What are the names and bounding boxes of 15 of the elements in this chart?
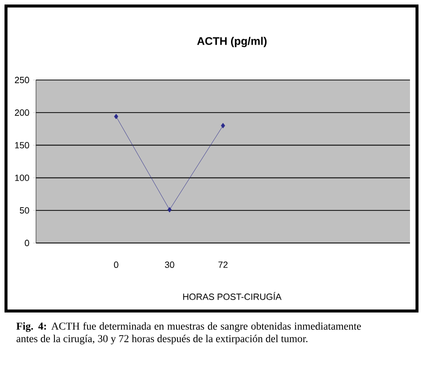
chart-title: ACTH (pg/ml) — [197, 36, 267, 48]
point — [220, 122, 226, 128]
x-tick-label: 30 — [164, 262, 174, 268]
y-tick-label: 250 — [14, 76, 30, 84]
x-tick-label: 72 — [218, 262, 228, 268]
y-tick-label: 50 — [20, 207, 30, 214]
y-tick-label: 100 — [15, 174, 30, 181]
point — [114, 114, 118, 120]
point — [167, 207, 172, 212]
x-tick-label: 0 — [114, 262, 118, 268]
y-tick-label: 200 — [14, 109, 30, 116]
text: Fig. 4: ACTH fue determinada en muestras de sangre obtenidas inmediatamente antes de la cirugía, 30 y 72 horas después de la extirpación del tumor. — [16, 322, 361, 344]
x-axis-title: HORAS POST-CIRUGÍA — [183, 292, 282, 300]
y-tick-label: 0 — [24, 240, 30, 246]
y-tick-label: 150 — [15, 142, 30, 148]
